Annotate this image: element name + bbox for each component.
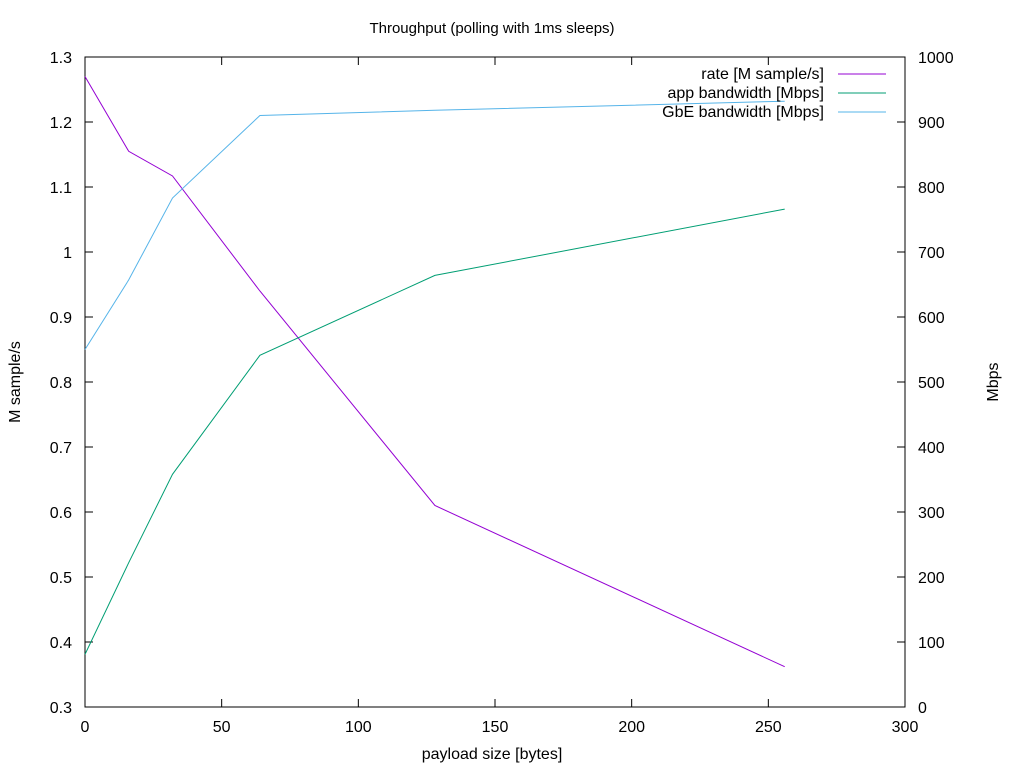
y-tick-label: 0.8 — [50, 375, 72, 392]
y-axis-right-title: Mbps — [985, 362, 1002, 401]
y2-tick-label: 400 — [918, 440, 945, 457]
x-tick-label: 100 — [345, 719, 372, 736]
y2-tick-label: 600 — [918, 310, 945, 327]
y2-tick-label: 100 — [918, 635, 945, 652]
series-line-1 — [84, 208, 785, 655]
x-tick-label: 300 — [892, 719, 919, 736]
legend-label: GbE bandwidth [Mbps] — [662, 104, 824, 121]
legend: rate [M sample/s] app bandwidth [Mbps] GbE… — [662, 66, 886, 121]
series-layer — [84, 76, 785, 668]
y-axis-right: 0 100 200 300 400 500 600 700 800 900 1000 — [897, 50, 954, 717]
x-tick-label: 250 — [755, 719, 782, 736]
y-tick-label: 0.3 — [50, 700, 72, 717]
x-tick-label: 50 — [213, 719, 231, 736]
y-tick-label: 0.4 — [50, 635, 72, 652]
x-tick-label: 0 — [81, 719, 90, 736]
y2-tick-label: 500 — [918, 375, 945, 392]
x-tick-label: 150 — [482, 719, 509, 736]
y2-tick-label: 200 — [918, 570, 945, 587]
y2-tick-label: 300 — [918, 505, 945, 522]
y-axis-left: 0.3 0.4 0.5 0.6 0.7 0.8 0.9 1 1.1 1.2 1.3 — [50, 50, 93, 717]
series-line-2 — [84, 100, 785, 350]
y2-tick-label: 900 — [918, 115, 945, 132]
y-tick-label: 0.7 — [50, 440, 72, 457]
y-tick-label: 0.9 — [50, 310, 72, 327]
series-line-0 — [84, 76, 785, 668]
y2-tick-label: 800 — [918, 180, 945, 197]
y-tick-label: 1 — [63, 245, 72, 262]
y2-tick-label: 1000 — [918, 50, 954, 67]
chart-title: Throughput (polling with 1ms sleeps) — [369, 20, 614, 37]
x-axis: 0 50 100 150 200 250 300 — [81, 57, 919, 736]
y-tick-label: 0.5 — [50, 570, 72, 587]
y-tick-label: 1.3 — [50, 50, 72, 67]
y-tick-label: 1.1 — [50, 180, 72, 197]
y-tick-label: 1.2 — [50, 115, 72, 132]
x-tick-label: 200 — [618, 719, 645, 736]
y-tick-label: 0.6 — [50, 505, 72, 522]
y-axis-left-title: M sample/s — [7, 341, 24, 423]
x-axis-title: payload size [bytes] — [422, 746, 563, 763]
legend-label: rate [M sample/s] — [701, 66, 824, 83]
legend-label: app bandwidth [Mbps] — [667, 85, 824, 102]
plot-frame — [84, 56, 906, 708]
y2-tick-label: 700 — [918, 245, 945, 262]
y2-tick-label: 0 — [918, 700, 927, 717]
